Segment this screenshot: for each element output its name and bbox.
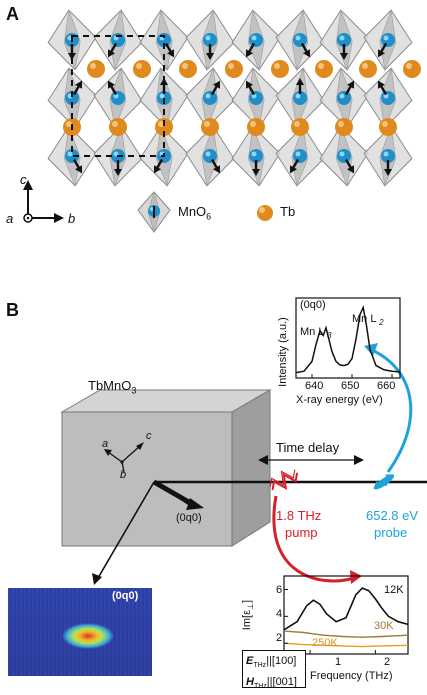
thz-ytick-6: 6 <box>276 584 282 596</box>
probe-energy-label: 652.8 eV <box>366 508 418 523</box>
xas-ylabel: Intensity (a.u.) <box>277 307 289 397</box>
xas-xlabel: X-ray energy (eV) <box>296 394 383 406</box>
thz-xtick-1: 1 <box>335 656 341 668</box>
probe-word-label: probe <box>374 525 407 540</box>
thz-ytick-4: 4 <box>276 608 282 620</box>
xas-peak1: Mn L 3 <box>300 326 332 340</box>
crystal-axis-c: c <box>146 430 152 442</box>
h-field-line: HTHz||[001] <box>246 674 302 695</box>
thz-series-label-12k: 12K <box>384 584 404 596</box>
pump-word-label: pump <box>285 525 318 540</box>
xas-xtick-1: 640 <box>305 380 323 392</box>
polarization-box: ETHz||[100] HTHz||[001] <box>242 650 306 688</box>
e-field-line: ETHz||[100] <box>246 653 302 674</box>
thz-series-label-250k: 250K <box>312 637 338 649</box>
thz-series-250k <box>284 643 408 646</box>
time-delay-label: Time delay <box>276 440 339 455</box>
thz-xtick-2: 2 <box>384 656 390 668</box>
crystal-axis-b: b <box>120 469 126 481</box>
xas-xtick-2: 650 <box>341 380 359 392</box>
crystal-axis-a: a <box>102 438 108 450</box>
xas-title: (0q0) <box>300 299 326 311</box>
thz-pulse <box>267 465 301 495</box>
detector-label: (0q0) <box>112 590 138 602</box>
thz-ytick-2: 2 <box>276 632 282 644</box>
reflection-label: (0q0) <box>176 512 202 524</box>
crystal-label: TbMnO3 <box>88 378 136 396</box>
xas-xtick-3: 660 <box>377 380 395 392</box>
thz-ylabel: Im[ε⊥] <box>241 585 255 645</box>
thz-series-label-30k: 30K <box>374 620 394 632</box>
xas-peak2: Mn L 2 <box>352 313 384 327</box>
pump-freq-label: 1.8 THz <box>276 508 321 523</box>
crystal-right-face <box>232 390 270 546</box>
thz-series-30k <box>284 631 408 637</box>
thz-xlabel: Frequency (THz) <box>310 670 393 682</box>
